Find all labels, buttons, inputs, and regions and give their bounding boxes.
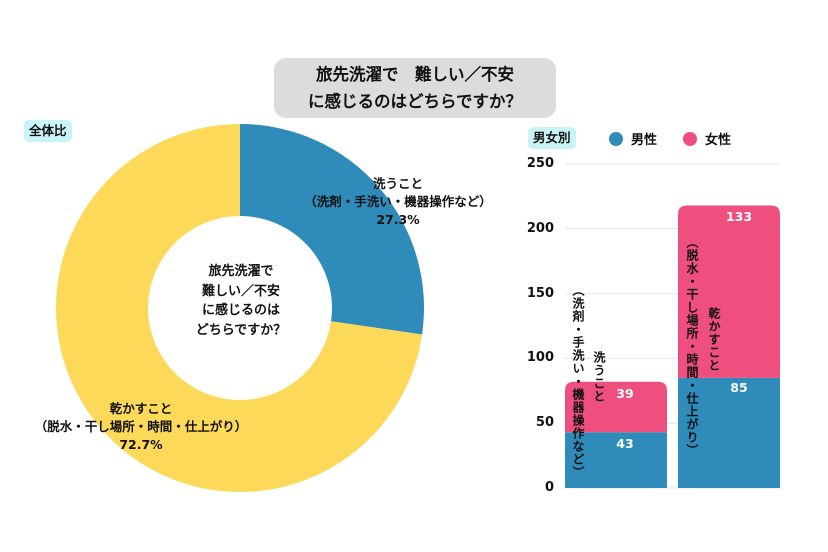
center-text-line: 難しい／不安 — [201, 283, 280, 299]
bar-value-female: 39 — [616, 385, 634, 401]
bar-category-detail: （脱水・干し場所・時間・仕上がり） — [685, 236, 699, 457]
legend-item-female: 女性 — [683, 129, 731, 148]
y-tick-label: 200 — [526, 220, 554, 236]
slice-detail: （洗剤・手洗い・機器操作など） — [304, 194, 492, 209]
legend-item-male: 男性 — [609, 129, 657, 148]
bar-category-name: 洗うこと — [592, 351, 606, 403]
bar-value-male: 85 — [730, 379, 748, 395]
bar-value-female: 133 — [725, 209, 753, 225]
donut-center-text: 旅先洗濯で 難しい／不安 に感じるのは どちらですか？ — [176, 262, 306, 340]
slice-name: 乾かすこと — [109, 401, 173, 416]
bar-value-male: 43 — [616, 436, 634, 452]
gender-tag: 男女別 — [528, 127, 576, 149]
slice-detail: （脱水・干し場所・時間・仕上がり） — [34, 419, 248, 434]
center-text-line: に感じるのは — [201, 303, 280, 318]
slice-label-dry: 乾かすこと （脱水・干し場所・時間・仕上がり） 72.7% — [6, 400, 276, 454]
bar-category-detail: （洗剤・手洗い・機器操作など） — [571, 284, 585, 479]
legend-dot-female-icon — [683, 131, 697, 146]
y-tick-label: 150 — [526, 285, 554, 301]
legend-label-male: 男性 — [631, 133, 658, 148]
slice-name: 洗うこと — [372, 176, 423, 191]
y-tick-label: 50 — [535, 415, 554, 431]
legend-label-female: 女性 — [705, 133, 732, 148]
legend-dot-male-icon — [609, 131, 623, 146]
center-text-line: どちらですか？ — [195, 322, 287, 338]
center-text-line: 旅先洗濯で — [208, 264, 274, 279]
overall-tag: 全体比 — [24, 120, 72, 142]
slice-percent: 72.7% — [119, 437, 163, 452]
bar-category-name: 乾かすこと — [707, 307, 721, 372]
y-tick-label: 100 — [526, 350, 554, 366]
chart-title-line-1: 旅先洗濯で 難しい／不安 — [316, 65, 514, 84]
y-tick-label: 0 — [544, 480, 554, 495]
chart-title-line-2: に感じるのはどちらですか？ — [307, 92, 522, 111]
slice-percent: 27.3% — [376, 212, 420, 227]
slice-label-wash: 洗うこと （洗剤・手洗い・機器操作など） 27.3% — [282, 175, 514, 229]
y-tick-label: 250 — [526, 156, 554, 171]
chart-title: 旅先洗濯で 難しい／不安 に感じるのはどちらですか？ — [274, 58, 556, 118]
